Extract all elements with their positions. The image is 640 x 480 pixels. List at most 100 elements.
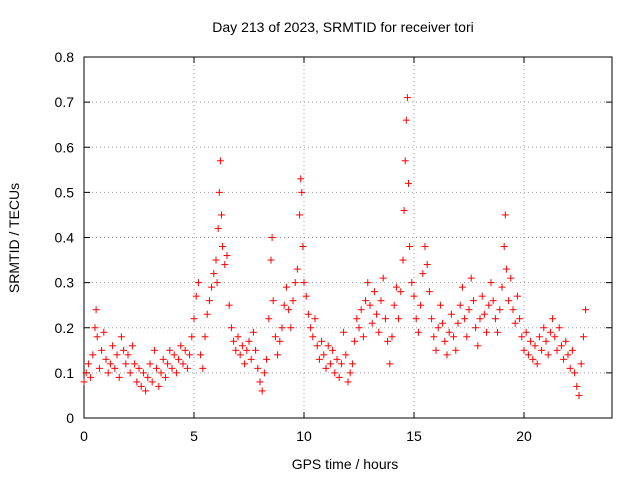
data-point bbox=[555, 324, 563, 332]
y-tick-label: 0.3 bbox=[55, 275, 75, 291]
data-point bbox=[439, 319, 447, 327]
data-point bbox=[405, 179, 412, 187]
data-point bbox=[299, 243, 307, 251]
data-point bbox=[267, 256, 275, 264]
data-point bbox=[392, 283, 400, 291]
data-point bbox=[252, 346, 260, 354]
y-tick-label: 0.8 bbox=[55, 49, 75, 65]
data-point bbox=[238, 342, 246, 350]
y-tick-label: 0.2 bbox=[55, 320, 75, 336]
x-tick-label: 10 bbox=[296, 428, 312, 444]
data-point bbox=[450, 333, 458, 341]
data-point bbox=[293, 265, 301, 273]
data-point bbox=[456, 301, 464, 309]
data-point bbox=[579, 333, 587, 341]
data-point bbox=[282, 283, 290, 291]
data-point bbox=[291, 279, 299, 287]
data-point bbox=[324, 342, 332, 350]
data-point bbox=[106, 360, 114, 368]
data-point bbox=[260, 369, 268, 377]
data-point bbox=[113, 351, 121, 359]
data-point bbox=[445, 328, 453, 336]
data-point bbox=[80, 378, 88, 386]
data-point bbox=[278, 324, 286, 332]
data-point bbox=[166, 346, 174, 354]
data-point bbox=[102, 355, 110, 363]
data-point bbox=[379, 274, 387, 282]
data-point bbox=[172, 369, 180, 377]
data-point bbox=[186, 351, 194, 359]
data-point bbox=[401, 157, 409, 165]
data-point bbox=[410, 292, 418, 300]
data-point bbox=[395, 315, 403, 323]
y-tick-label: 0.4 bbox=[55, 230, 75, 246]
data-point bbox=[95, 364, 103, 372]
data-point bbox=[494, 328, 502, 336]
data-point bbox=[342, 351, 350, 359]
data-point bbox=[194, 279, 202, 287]
data-point bbox=[192, 292, 200, 300]
data-point bbox=[297, 175, 305, 183]
data-point bbox=[566, 364, 574, 372]
data-point bbox=[146, 360, 154, 368]
data-point bbox=[307, 324, 315, 332]
data-point bbox=[533, 360, 541, 368]
data-point bbox=[529, 355, 537, 363]
data-point bbox=[549, 315, 557, 323]
data-point bbox=[522, 328, 530, 336]
data-point bbox=[326, 360, 334, 368]
data-point bbox=[458, 283, 466, 291]
data-point bbox=[232, 346, 240, 354]
data-point bbox=[489, 297, 497, 305]
data-point bbox=[161, 373, 169, 381]
data-point bbox=[183, 364, 191, 372]
data-point bbox=[128, 342, 136, 350]
y-tick-label: 0.1 bbox=[55, 365, 75, 381]
data-point bbox=[562, 337, 570, 345]
data-point bbox=[364, 279, 372, 287]
data-point bbox=[236, 351, 244, 359]
data-point bbox=[403, 94, 411, 102]
data-point bbox=[577, 360, 585, 368]
data-point bbox=[213, 279, 221, 287]
data-point bbox=[181, 346, 189, 354]
chart-title: Day 213 of 2023, SRMTID for receiver tor… bbox=[212, 19, 473, 35]
data-point bbox=[518, 333, 526, 341]
data-point bbox=[150, 346, 158, 354]
data-point bbox=[190, 315, 198, 323]
data-point bbox=[203, 310, 211, 318]
data-point bbox=[478, 292, 486, 300]
data-point bbox=[520, 346, 528, 354]
data-point bbox=[544, 351, 552, 359]
data-point bbox=[93, 333, 101, 341]
data-point bbox=[428, 315, 436, 323]
x-tick-label: 0 bbox=[80, 428, 88, 444]
data-point bbox=[216, 157, 224, 165]
data-point bbox=[469, 297, 477, 305]
data-point bbox=[215, 188, 223, 196]
data-point bbox=[117, 333, 125, 341]
data-point bbox=[221, 261, 229, 269]
y-tick-label: 0 bbox=[66, 410, 74, 426]
data-point bbox=[436, 301, 444, 309]
data-point bbox=[144, 373, 152, 381]
data-point bbox=[84, 360, 92, 368]
data-point bbox=[254, 364, 262, 372]
y-axis-label: SRMTID / TECUs bbox=[6, 183, 22, 293]
data-point bbox=[285, 306, 293, 314]
data-points bbox=[80, 94, 590, 399]
data-point bbox=[109, 342, 117, 350]
data-point bbox=[447, 310, 455, 318]
data-point bbox=[241, 360, 249, 368]
data-point bbox=[155, 382, 163, 390]
data-point bbox=[208, 283, 216, 291]
data-point bbox=[575, 391, 583, 399]
data-point bbox=[476, 315, 484, 323]
data-point bbox=[397, 288, 405, 296]
data-point bbox=[527, 337, 535, 345]
data-point bbox=[131, 360, 139, 368]
data-point bbox=[485, 301, 493, 309]
data-point bbox=[227, 324, 235, 332]
data-point bbox=[115, 373, 123, 381]
data-point bbox=[177, 342, 185, 350]
